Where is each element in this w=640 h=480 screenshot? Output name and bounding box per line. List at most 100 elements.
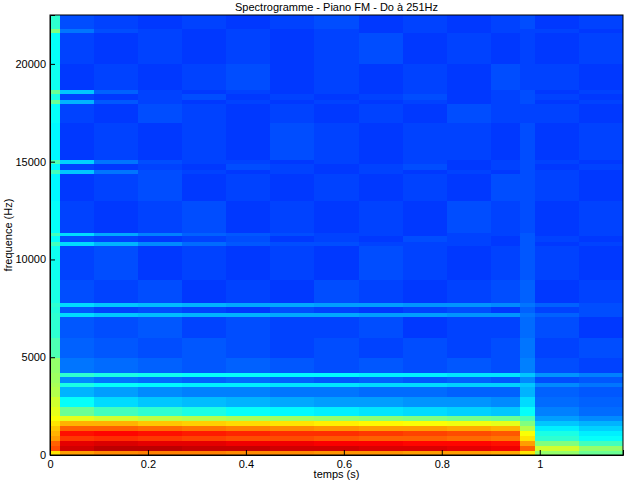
heatmap-cell	[520, 396, 535, 406]
heatmap-cell	[138, 169, 183, 173]
heatmap-cell	[579, 99, 623, 103]
heatmap-cell	[447, 15, 492, 29]
heatmap-cell	[535, 306, 580, 312]
heatmap-cell	[226, 201, 271, 233]
x-tick-mark	[442, 450, 443, 455]
heatmap-cell	[520, 377, 535, 383]
heatmap-cell	[182, 164, 227, 170]
heatmap-cell	[50, 416, 60, 421]
x-tick-label: 0.4	[239, 458, 254, 470]
heatmap-cell	[182, 421, 227, 426]
heatmap-cell	[491, 450, 521, 455]
heatmap-cell	[491, 232, 521, 236]
heatmap-cell	[314, 103, 359, 123]
heatmap-cell	[314, 338, 359, 358]
heatmap-cell	[270, 15, 315, 29]
heatmap-cell	[403, 160, 448, 164]
heatmap-cell	[491, 396, 521, 406]
heatmap-cell	[138, 33, 183, 65]
heatmap-cell	[579, 279, 623, 303]
heatmap-cell	[359, 435, 404, 440]
heatmap-cell	[447, 201, 492, 233]
heatmap-cell	[520, 15, 535, 29]
heatmap-cell	[270, 421, 315, 426]
heatmap-cell	[138, 421, 183, 426]
heatmap-cell	[403, 242, 448, 246]
heatmap-cell	[182, 103, 227, 123]
heatmap-cell	[520, 33, 535, 65]
heatmap-cell	[447, 279, 492, 303]
heatmap-cell	[359, 357, 404, 373]
heatmap-cell	[520, 242, 535, 246]
heatmap-cell	[60, 416, 95, 421]
heatmap-cell	[403, 99, 448, 103]
heatmap-cell	[270, 236, 315, 242]
heatmap-cell	[403, 89, 448, 93]
plot-frame	[50, 15, 623, 455]
heatmap-cell	[60, 431, 95, 436]
heatmap-cell	[403, 450, 448, 455]
heatmap-cell	[138, 373, 183, 377]
y-tick-label: 20000	[15, 58, 46, 70]
heatmap-cell	[314, 357, 359, 373]
heatmap-cell	[314, 33, 359, 65]
heatmap-cell	[579, 377, 623, 383]
heatmap-cell	[520, 373, 535, 377]
y-tick-mark	[50, 357, 55, 358]
heatmap-cell	[182, 242, 227, 246]
heatmap-cell	[226, 396, 271, 406]
heatmap-cell	[535, 15, 580, 29]
heatmap-cell	[314, 426, 359, 431]
heatmap-cell	[535, 242, 580, 246]
x-tick: 0.8	[435, 450, 450, 470]
heatmap-cell	[359, 445, 404, 450]
heatmap-cell	[535, 450, 580, 455]
y-tick: 20000	[15, 58, 55, 70]
heatmap-cell	[138, 316, 183, 338]
heatmap-cell	[403, 387, 448, 397]
heatmap-cell	[520, 406, 535, 416]
heatmap-cell	[270, 93, 315, 99]
heatmap-cell	[270, 99, 315, 103]
heatmap-cell	[94, 89, 139, 93]
heatmap-cell	[60, 312, 95, 316]
heatmap-cell	[491, 164, 521, 170]
heatmap-cell	[60, 164, 95, 170]
heatmap-cell	[314, 316, 359, 338]
heatmap-cell	[535, 387, 580, 397]
heatmap-cell	[60, 306, 95, 312]
heatmap-cell	[579, 357, 623, 373]
heatmap-cell	[520, 169, 535, 173]
heatmap-cell	[359, 103, 404, 123]
heatmap-cell	[94, 426, 139, 431]
heatmap-cell	[182, 440, 227, 445]
heatmap-cell	[535, 312, 580, 316]
x-tick-mark	[344, 450, 345, 455]
heatmap-cell	[94, 316, 139, 338]
heatmap-cell	[314, 435, 359, 440]
heatmap-cell	[403, 421, 448, 426]
heatmap-cell	[94, 357, 139, 373]
heatmap-cell	[520, 357, 535, 373]
heatmap-cell	[447, 123, 492, 161]
heatmap-cell	[535, 169, 580, 173]
heatmap-cell	[359, 306, 404, 312]
heatmap-cell	[270, 29, 315, 33]
heatmap-cell	[94, 416, 139, 421]
heatmap-cell	[182, 338, 227, 358]
heatmap-cell	[94, 435, 139, 440]
heatmap-cell	[270, 160, 315, 164]
heatmap-cell	[359, 236, 404, 242]
heatmap-cell	[60, 236, 95, 242]
heatmap-cell	[579, 15, 623, 29]
y-tick-label: 10000	[15, 253, 46, 265]
heatmap-cell	[270, 445, 315, 450]
heatmap-cell	[138, 416, 183, 421]
heatmap-cell	[226, 416, 271, 421]
heatmap-cell	[579, 64, 623, 90]
heatmap-cell	[94, 421, 139, 426]
heatmap-cell	[182, 312, 227, 316]
x-tick-label: 0.2	[141, 458, 156, 470]
heatmap-cell	[60, 15, 95, 29]
heatmap-cell	[138, 445, 183, 450]
